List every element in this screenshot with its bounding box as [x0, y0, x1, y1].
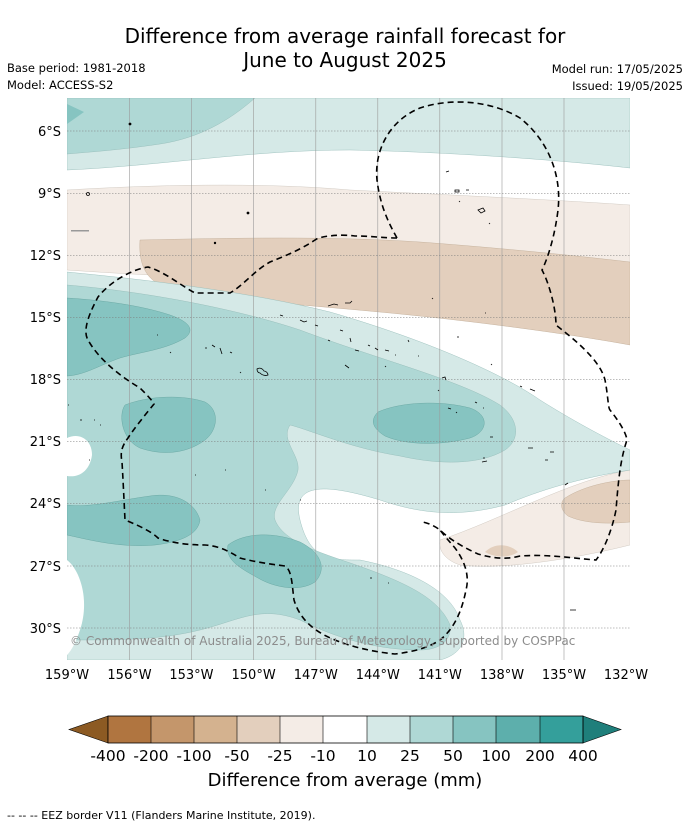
- colorbar-tick: 10: [357, 747, 377, 765]
- colorbar-tick: 400: [568, 747, 598, 765]
- region-se-tan-small: [485, 545, 518, 557]
- lon-label: 138°W: [480, 668, 524, 683]
- eez-footnote: -- -- -- EEZ border V11 (Flanders Marine…: [7, 809, 316, 822]
- eez-border-cook-islands: [85, 234, 469, 655]
- colorbar-segment: [151, 716, 194, 743]
- colorbar-tick: -200: [133, 747, 168, 765]
- colorbar-tick: -400: [90, 747, 125, 765]
- region-east-dark-teal: [373, 402, 485, 444]
- lat-label: 15°S: [30, 311, 61, 326]
- lat-label: 12°S: [30, 249, 61, 264]
- map-title: Difference from average rainfall forecas…: [0, 24, 690, 72]
- model-run: Model run: 17/05/2025: [551, 62, 683, 76]
- lat-label: 6°S: [38, 125, 61, 140]
- colorbar-title: Difference from average (mm): [207, 770, 483, 791]
- region-north-teal: [67, 98, 256, 155]
- lat-label: 24°S: [30, 497, 61, 512]
- region-white-hole-1: [67, 435, 92, 477]
- info-left: Base period: 1981-2018 Model: ACCESS-S2: [7, 60, 146, 94]
- lat-label: 21°S: [30, 435, 61, 450]
- rainfall-field: [67, 98, 630, 660]
- lon-label: 156°W: [107, 668, 151, 683]
- latitude-labels: 6°S 9°S 12°S 15°S 18°S 21°S 24°S 27°S 30…: [30, 125, 61, 637]
- colorbar-extend-high: [582, 715, 622, 744]
- info-right: Model run: 17/05/2025 Issued: 19/05/2025: [552, 61, 683, 95]
- colorbar-tick: 25: [400, 747, 420, 765]
- region-southwest-dark-teal: [67, 494, 201, 546]
- colorbar-segment: [367, 716, 410, 743]
- model-name: Model: ACCESS-S2: [7, 78, 114, 92]
- colorbar-tick: -50: [224, 747, 249, 765]
- colorbar-tick: -10: [310, 747, 335, 765]
- colorbar-tick-labels: -400 -200 -100 -50 -25 -10 10 25 50 100 …: [90, 747, 597, 765]
- lon-label: 132°W: [604, 668, 648, 683]
- title-line-1: Difference from average rainfall forecas…: [124, 24, 566, 48]
- colorbar-segment: [323, 716, 367, 743]
- lon-label: 150°W: [232, 668, 276, 683]
- lat-label: 9°S: [38, 187, 61, 202]
- region-se-tan: [561, 479, 630, 524]
- colorbar-tick: 200: [525, 747, 555, 765]
- colorbar-segment: [540, 716, 583, 743]
- colorbar-segment: [194, 716, 237, 743]
- colorbar-tick: 100: [481, 747, 511, 765]
- colorbar-tick: -25: [267, 747, 292, 765]
- lon-label: 147°W: [294, 668, 338, 683]
- longitude-labels: 159°W 156°W 153°W 150°W 147°W 144°W 141°…: [45, 668, 648, 683]
- lon-label: 159°W: [45, 668, 89, 683]
- colorbar: -400 -200 -100 -50 -25 -10 10 25 50 100 …: [68, 715, 622, 765]
- islands: [68, 122, 576, 611]
- colorbar-extend-low: [68, 715, 109, 744]
- eez-border-french-polynesia: [375, 101, 628, 561]
- region-south-dark-teal: [227, 534, 322, 588]
- region-white-hole-2: [352, 512, 370, 521]
- colorbar-segment: [453, 716, 496, 743]
- base-period: Base period: 1981-2018: [7, 61, 146, 75]
- colorbar-segment: [108, 716, 151, 743]
- copyright-notice: © Commonwealth of Australia 2025, Bureau…: [70, 634, 576, 648]
- issued-date: Issued: 19/05/2025: [572, 79, 683, 93]
- region-central-dark-teal: [121, 396, 216, 453]
- region-north-dark-teal: [67, 104, 84, 124]
- gridlines: [67, 98, 630, 660]
- colorbar-tick: 50: [443, 747, 463, 765]
- lon-label: 141°W: [418, 668, 462, 683]
- lon-label: 153°W: [169, 668, 213, 683]
- colorbar-tick: -100: [176, 747, 211, 765]
- title-line-2: June to August 2025: [243, 48, 447, 72]
- lat-label: 18°S: [30, 373, 61, 388]
- region-white-west: [67, 560, 85, 655]
- lon-label: 144°W: [356, 668, 400, 683]
- lat-label: 27°S: [30, 560, 61, 575]
- colorbar-segment: [280, 716, 323, 743]
- lon-label: 135°W: [542, 668, 586, 683]
- lat-label: 30°S: [30, 622, 61, 637]
- colorbar-segment: [237, 716, 280, 743]
- eez-borders: [85, 101, 628, 655]
- colorbar-segment: [410, 716, 453, 743]
- colorbar-segment: [496, 716, 540, 743]
